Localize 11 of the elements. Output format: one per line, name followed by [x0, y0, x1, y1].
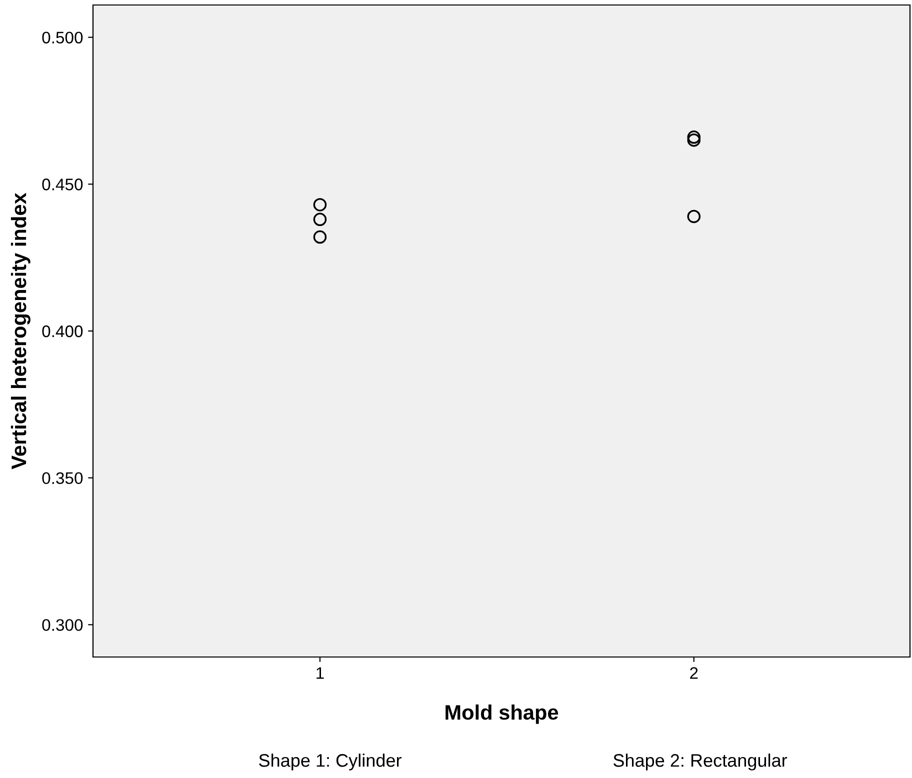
y-tick-label: 0.500 — [42, 32, 83, 44]
y-axis-title: Vertical heterogeneity index — [10, 192, 30, 470]
x-tick-label: 1 — [316, 667, 324, 679]
y-tick-label: 0.450 — [42, 178, 83, 190]
y-tick-label: 0.350 — [42, 472, 83, 484]
y-tick-label: 0.300 — [42, 619, 83, 631]
x-tick-label: 2 — [690, 667, 698, 679]
text: Shape 1: Cylinder — [259, 754, 402, 770]
x-axis-title: Mold shape — [446, 704, 558, 724]
y-tick-label: 0.400 — [42, 325, 83, 338]
text: Shape 2: Rectangular — [614, 754, 788, 770]
